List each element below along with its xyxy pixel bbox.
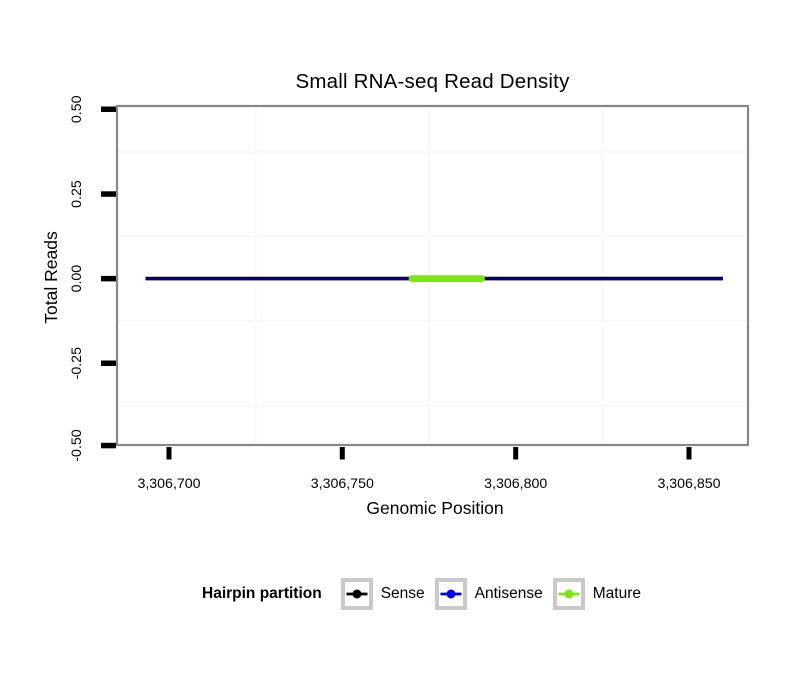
x-tick-label: 3,306,850 bbox=[657, 476, 720, 492]
y-tick bbox=[101, 360, 116, 366]
y-tick bbox=[101, 106, 116, 112]
y-tick bbox=[101, 275, 116, 282]
x-tick bbox=[686, 447, 692, 460]
plot-title: Small RNA-seq Read Density bbox=[295, 70, 570, 93]
y-tick-label: -0.25 bbox=[69, 347, 85, 379]
y-tick-label: 0.25 bbox=[69, 180, 85, 208]
legend-item-sense: Sense bbox=[340, 577, 425, 610]
legend-title: Hairpin partition bbox=[202, 584, 322, 602]
x-tick bbox=[166, 447, 172, 460]
y-tick-label: 0.00 bbox=[69, 265, 85, 293]
y-tick-label: 0.50 bbox=[69, 95, 85, 123]
legend-label-antisense: Antisense bbox=[474, 584, 543, 602]
legend-label-mature: Mature bbox=[592, 584, 641, 602]
y-tick bbox=[101, 191, 116, 197]
x-tick bbox=[339, 447, 345, 460]
x-tick-label: 3,306,750 bbox=[311, 476, 374, 492]
y-axis-title: Total Reads bbox=[41, 231, 61, 324]
plot-area: 3,306,700 3,306,750 3,306,800 3,306,850 … bbox=[41, 95, 750, 518]
legend-label-sense: Sense bbox=[380, 584, 425, 602]
x-tick bbox=[513, 447, 519, 460]
x-axis-title: Genomic Position bbox=[366, 498, 503, 518]
legend-item-antisense: Antisense bbox=[434, 577, 543, 610]
y-tick bbox=[101, 442, 116, 449]
axis-ticks bbox=[101, 106, 692, 460]
antisense-key-glyph bbox=[440, 589, 462, 598]
legend-key-antisense bbox=[434, 577, 467, 610]
y-tick-labels: 0.50 0.25 0.00 -0.25 -0.50 bbox=[69, 95, 85, 461]
legend: Hairpin partition Sense Antisense bbox=[202, 577, 641, 610]
legend-key-mature bbox=[552, 577, 585, 610]
legend-item-mature: Mature bbox=[552, 577, 641, 610]
x-tick-label: 3,306,800 bbox=[484, 476, 547, 492]
x-tick-labels: 3,306,700 3,306,750 3,306,800 3,306,850 bbox=[137, 476, 720, 492]
sense-key-glyph bbox=[346, 589, 368, 598]
y-tick-label: -0.50 bbox=[69, 429, 85, 461]
mature-key-glyph bbox=[558, 589, 580, 598]
legend-key-sense bbox=[340, 577, 373, 610]
x-tick-label: 3,306,700 bbox=[137, 476, 200, 492]
panel-border bbox=[115, 104, 750, 447]
